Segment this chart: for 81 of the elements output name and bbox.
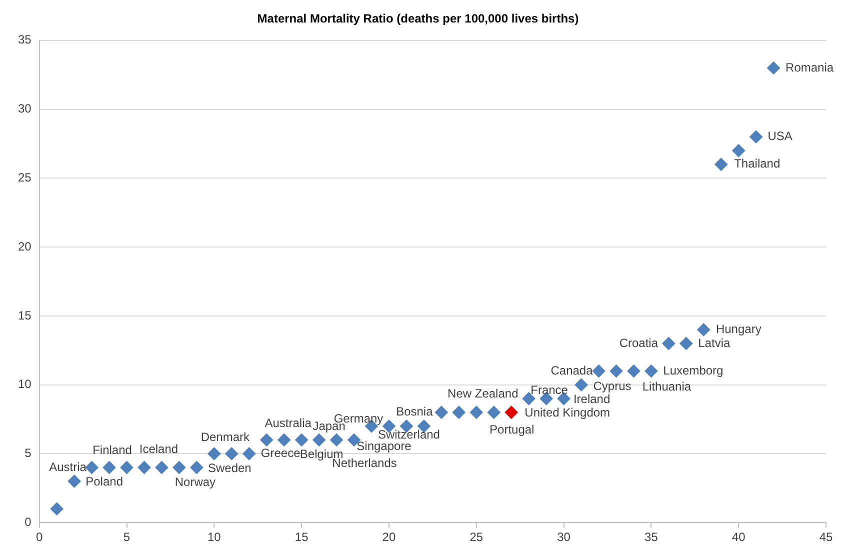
annotation: Finland — [92, 442, 132, 457]
point — [644, 364, 658, 378]
x-tick-label: 0 — [36, 530, 44, 544]
annotation: Romania — [786, 60, 834, 74]
point — [767, 61, 780, 74]
annotation: Thailand — [734, 156, 780, 171]
annotation: Croatia — [619, 336, 658, 350]
point — [260, 433, 274, 446]
annotation: Bosnia — [396, 404, 434, 419]
point — [172, 460, 186, 474]
y-tick-label: 25 — [18, 170, 32, 184]
x-tick-label: 35 — [644, 530, 658, 544]
point — [504, 406, 518, 419]
y-tick-label: 35 — [18, 32, 32, 47]
point — [627, 364, 640, 378]
annotation: New Zealand — [448, 386, 518, 401]
point — [120, 460, 134, 474]
annotation: Austria — [49, 460, 87, 474]
annotation: Sweden — [208, 460, 252, 475]
point — [452, 406, 466, 419]
x-tick-label: 15 — [294, 530, 309, 544]
annotation: Portugal — [490, 422, 534, 437]
x-tick-label: 20 — [382, 530, 396, 544]
point — [697, 323, 710, 336]
point — [50, 502, 64, 516]
x-tick-label: 25 — [470, 530, 484, 544]
point — [68, 474, 81, 488]
annotation: Australia — [264, 416, 312, 430]
y-tick-label: 10 — [18, 377, 32, 392]
point — [242, 447, 256, 460]
point — [662, 336, 676, 350]
point — [732, 144, 746, 158]
annotation: Hungary — [716, 322, 762, 336]
annotation: Singapore — [356, 439, 412, 454]
annotation: Iceland — [139, 442, 178, 456]
annotation: Denmark — [200, 430, 250, 444]
point — [750, 130, 763, 144]
point — [190, 460, 204, 474]
point — [714, 158, 728, 171]
y-tick-label: 0 — [24, 514, 32, 529]
annotation: Latvia — [698, 336, 730, 350]
annotation: Cyprus — [593, 379, 632, 394]
point — [208, 447, 221, 460]
x-tick-label: 45 — [819, 530, 833, 544]
chart-title: Maternal Mortality Ratio (deaths per 100,000 lives births) — [257, 12, 579, 26]
point — [312, 433, 326, 446]
x-tick-label: 30 — [557, 530, 571, 544]
point — [138, 460, 151, 474]
x-tick-label: 10 — [207, 530, 222, 544]
annotation: Norway — [174, 474, 216, 489]
point — [470, 406, 483, 419]
point — [85, 460, 98, 474]
point — [434, 406, 448, 419]
x-tick-label: 5 — [123, 530, 130, 544]
y-tick-label: 15 — [18, 308, 32, 322]
point — [225, 447, 238, 460]
point — [574, 378, 588, 392]
point — [610, 364, 623, 378]
annotation: France — [530, 382, 568, 397]
point — [295, 433, 308, 446]
point — [278, 433, 291, 446]
y-tick-label: 30 — [18, 102, 32, 116]
annotation: United Kingdom — [524, 406, 610, 420]
point — [680, 336, 693, 350]
annotation: Ireland — [573, 392, 610, 406]
point — [487, 406, 500, 419]
point — [102, 460, 116, 474]
point — [155, 460, 168, 474]
point — [592, 364, 606, 378]
x-tick-label: 40 — [732, 530, 746, 544]
point — [330, 433, 344, 446]
annotation: Luxemborg — [663, 363, 724, 378]
annotation: Greece — [260, 446, 301, 460]
annotation: Switzerland — [378, 427, 440, 442]
annotation: Poland — [86, 474, 123, 489]
annotation: Lithuania — [642, 379, 692, 394]
annotation: Canada — [550, 363, 594, 378]
y-tick-label: 20 — [18, 239, 32, 254]
y-tick-label: 5 — [24, 446, 32, 460]
annotation: Belgium — [300, 447, 344, 462]
annotation: USA — [768, 129, 792, 144]
